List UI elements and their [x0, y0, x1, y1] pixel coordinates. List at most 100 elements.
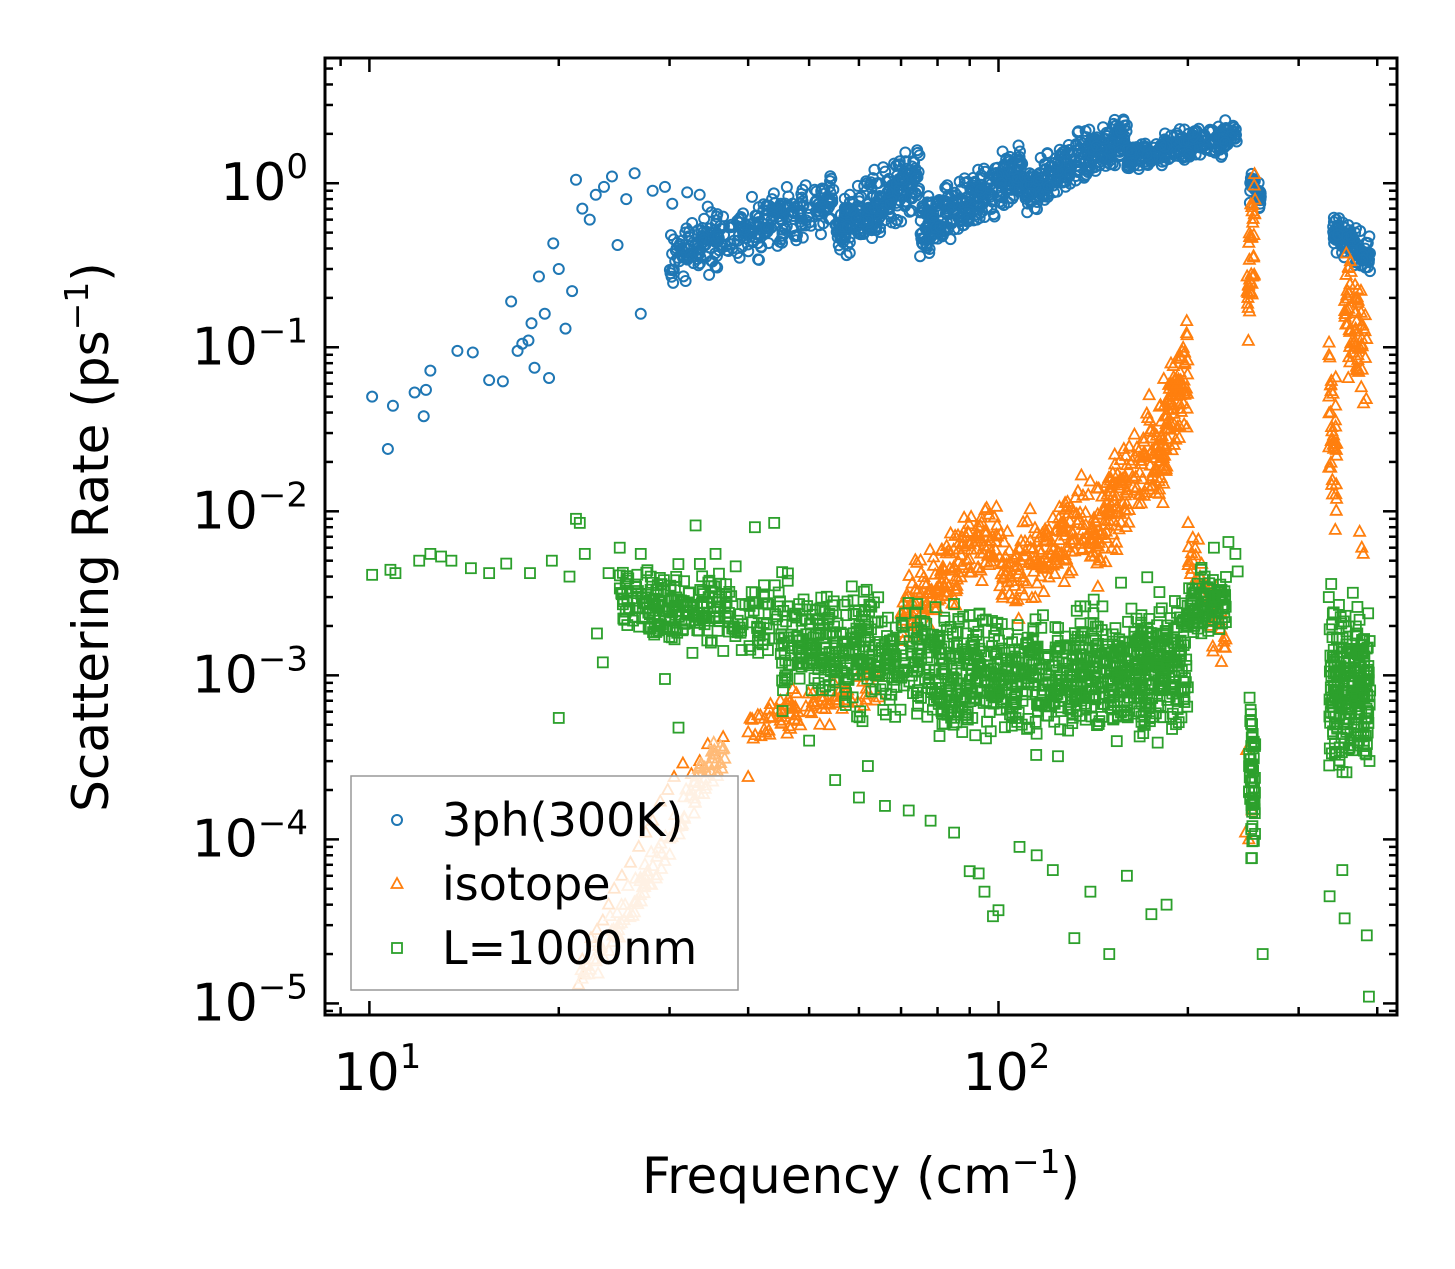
data-point: [989, 498, 1004, 512]
data-point: [686, 646, 699, 659]
data-point: [648, 628, 661, 641]
data-point: [1086, 544, 1101, 558]
data-point: [973, 607, 986, 620]
data-point: [841, 239, 854, 252]
data-point: [1017, 548, 1032, 561]
data-point: [1328, 397, 1343, 411]
data-point: [1097, 540, 1112, 554]
data-point: [1335, 617, 1348, 630]
data-point: [1036, 584, 1051, 597]
data-point: [992, 185, 1005, 198]
data-point: [681, 608, 694, 621]
data-point: [1041, 521, 1056, 535]
data-point: [1356, 395, 1371, 409]
data-point: [1093, 715, 1106, 727]
data-point: [1087, 593, 1100, 606]
data-point: [915, 653, 928, 665]
data-point: [936, 704, 949, 716]
data-point: [1027, 553, 1042, 567]
y-tick-label: 10−3: [192, 639, 308, 705]
data-point: [673, 240, 686, 253]
data-point: [717, 220, 730, 233]
data-point: [1247, 205, 1262, 219]
data-point: [868, 202, 881, 215]
data-point: [906, 186, 919, 199]
data-point: [1027, 625, 1040, 638]
data-point: [543, 371, 556, 384]
data-point: [766, 193, 779, 206]
data-point: [911, 598, 924, 610]
data-point: [860, 583, 873, 596]
data-point: [774, 715, 789, 729]
data-point: [1023, 532, 1038, 546]
data-point: [807, 639, 820, 652]
data-point: [435, 550, 447, 563]
data-point: [796, 219, 809, 232]
data-point: [670, 570, 683, 583]
data-point: [1325, 578, 1338, 590]
data-point: [1177, 386, 1192, 400]
data-point: [1056, 514, 1071, 527]
data-point: [1049, 673, 1062, 686]
data-point: [1141, 571, 1154, 584]
data-point: [723, 221, 736, 234]
data-point: [1191, 615, 1204, 628]
data-point: [1248, 781, 1260, 794]
data-point: [1336, 646, 1349, 658]
data-point: [1087, 513, 1102, 527]
data-point: [1012, 139, 1025, 152]
data-point: [999, 567, 1014, 580]
data-point: [670, 600, 683, 613]
data-point: [1184, 561, 1199, 574]
data-point: [1336, 864, 1349, 876]
data-point: [1246, 805, 1259, 818]
data-point: [1158, 438, 1173, 452]
data-point: [1037, 533, 1052, 547]
data-point: [1032, 679, 1045, 692]
data-point: [1164, 151, 1177, 164]
data-point: [1119, 482, 1134, 496]
data-point: [684, 248, 697, 261]
data-point: [1137, 727, 1150, 739]
data-point: [1200, 143, 1213, 156]
data-point: [1149, 485, 1164, 499]
data-point: [1010, 680, 1023, 693]
data-point: [1041, 147, 1054, 160]
data-point: [1023, 501, 1038, 515]
data-point: [1248, 191, 1263, 205]
data-point: [1246, 728, 1259, 740]
data-point: [1339, 698, 1352, 711]
data-point: [875, 615, 888, 628]
data-point: [1120, 708, 1133, 721]
series-2: [366, 512, 1377, 1003]
data-point: [1114, 125, 1127, 138]
data-point: [1041, 649, 1054, 661]
data-point: [1108, 517, 1123, 531]
data-point: [885, 635, 898, 648]
data-point: [1358, 657, 1370, 670]
data-point: [366, 568, 379, 581]
data-point: [861, 760, 874, 772]
data-point: [1108, 159, 1121, 172]
data-point: [1103, 479, 1118, 493]
data-point: [1089, 480, 1104, 494]
data-point: [1048, 549, 1063, 563]
data-point: [775, 628, 788, 641]
data-point: [591, 627, 603, 640]
data-point: [796, 231, 809, 244]
data-point: [1243, 691, 1256, 704]
data-point: [1138, 140, 1151, 153]
data-point: [969, 675, 982, 688]
data-point: [996, 563, 1011, 577]
data-point: [761, 597, 774, 610]
data-point: [836, 635, 849, 648]
data-point: [922, 197, 935, 210]
data-point: [1083, 473, 1098, 487]
data-point: [748, 231, 761, 244]
data-point: [783, 720, 798, 734]
data-point: [1007, 578, 1022, 591]
data-point: [1154, 139, 1167, 152]
data-point: [1247, 166, 1262, 179]
data-point: [868, 692, 883, 706]
data-point: [516, 337, 529, 350]
